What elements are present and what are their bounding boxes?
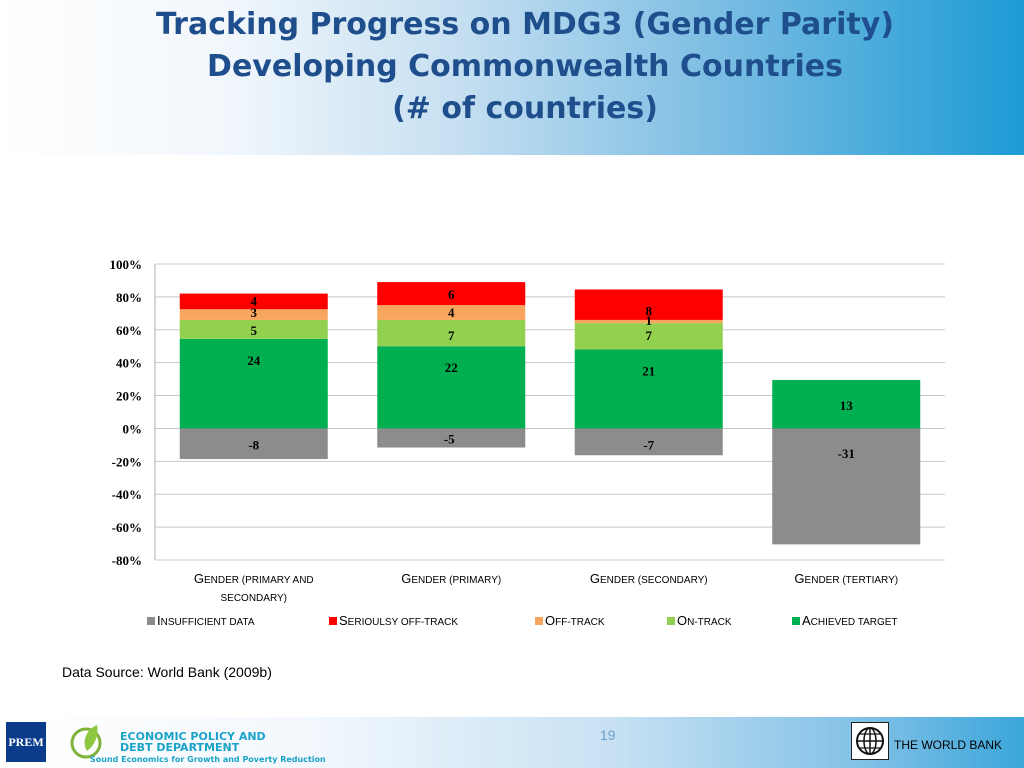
department-line-2: DEBT DEPARTMENT [120, 741, 240, 754]
prem-logo: PREM [6, 722, 46, 762]
title-line-3: (# of countries) [392, 91, 658, 126]
data-source-note: Data Source: World Bank (2009b) [62, 664, 272, 680]
title-line-1: Tracking Progress on MDG3 (Gender Parity… [156, 7, 894, 42]
bar-insufficient-data [772, 428, 921, 545]
y-tick-label: 80% [116, 290, 142, 305]
data-label-on-track: 7 [448, 328, 455, 343]
legend-label: INSUFFICIENT DATA [157, 613, 255, 628]
data-label-insufficient: -7 [643, 437, 654, 452]
data-label-insufficient: -31 [838, 446, 855, 461]
legend-swatch [535, 617, 543, 625]
bar-on-track [179, 319, 328, 339]
title-banner [0, 0, 1024, 155]
legend-swatch [329, 617, 337, 625]
legend-label: ON-TRACK [677, 613, 732, 628]
data-label-insufficient: -8 [248, 437, 259, 452]
x-category-label-line2: SECONDARY) [221, 593, 288, 604]
x-category-label: GENDER (SECONDARY) [590, 571, 708, 586]
department-tagline: Sound Economics for Growth and Poverty R… [90, 755, 326, 764]
y-tick-label: 40% [116, 356, 142, 371]
world-bank-name: THE WORLD BANK [894, 738, 1003, 752]
slide-title: Tracking Progress on MDG3 (Gender Parity… [0, 4, 1024, 130]
x-category-label: GENDER (TERTIARY) [794, 571, 898, 586]
bar-insufficient-data [179, 428, 328, 460]
y-tick-label: -60% [112, 520, 142, 535]
bar-serioulsy-off-track [574, 289, 723, 320]
bar-serioulsy-off-track [377, 282, 526, 306]
data-label-serioulsy-off-track: 6 [448, 287, 455, 302]
bar-achieved-target [574, 349, 723, 429]
department-line-1: ECONOMIC POLICY AND [120, 730, 266, 743]
bar-off-track [377, 305, 526, 320]
y-tick-label: 0% [123, 421, 143, 436]
x-category-label: GENDER (PRIMARY) [401, 571, 501, 586]
y-tick-label: -80% [112, 553, 142, 568]
y-tick-label: -20% [112, 454, 142, 469]
bar-achieved-target [772, 379, 921, 429]
legend-swatch [667, 617, 675, 625]
bar-achieved-target [377, 346, 526, 429]
legend-label: OFF-TRACK [545, 613, 605, 628]
data-label-on-track: 7 [646, 328, 653, 343]
data-label-on-track: 5 [251, 323, 258, 338]
legend-label: SERIOULSY OFF-TRACK [339, 613, 459, 628]
data-label-achieved-target: 22 [445, 360, 458, 375]
y-tick-label: 20% [116, 389, 142, 404]
stacked-bar-chart: 100% 80% 60% 40% 20% 0% -20% -40% -60% -80% -8 24 5 3… [110, 257, 945, 604]
data-label-achieved-target: 13 [840, 398, 854, 413]
page-number: 19 [600, 727, 616, 743]
bar-on-track [377, 319, 526, 347]
bar-on-track [574, 323, 723, 350]
data-label-achieved-target: 24 [247, 353, 261, 368]
bar-off-track [179, 309, 328, 320]
legend-swatch [792, 617, 800, 625]
data-label-serioulsy-off-track: 4 [251, 294, 258, 309]
leaf-logo-icon [70, 725, 102, 759]
data-label-insufficient: -5 [444, 431, 455, 446]
data-label-off-track: 1 [646, 313, 653, 328]
legend-swatch [147, 617, 155, 625]
bar-insufficient-data [574, 428, 723, 456]
bar-insufficient-data [377, 428, 526, 448]
footer-bar: PREM ECONOMIC POLICY AND DEBT DEPARTMENT… [0, 717, 1024, 768]
data-label-serioulsy-off-track: 8 [646, 303, 653, 318]
legend-label: ACHIEVED TARGET [802, 613, 898, 628]
bar-off-track [574, 319, 723, 324]
y-tick-label: -40% [112, 487, 142, 502]
world-bank-globe-icon [851, 722, 889, 760]
bar-serioulsy-off-track [179, 293, 328, 310]
title-line-2: Developing Commonwealth Countries [207, 49, 843, 84]
y-tick-label: 60% [116, 323, 142, 338]
department-name: ECONOMIC POLICY AND DEBT DEPARTMENT [120, 731, 266, 753]
bar-achieved-target [179, 338, 328, 429]
y-tick-label: 100% [110, 257, 143, 272]
x-category-label: GENDER (PRIMARY AND [194, 571, 314, 586]
data-label-off-track: 4 [448, 305, 455, 320]
data-label-off-track: 3 [251, 305, 258, 320]
data-label-achieved-target: 21 [642, 364, 655, 379]
